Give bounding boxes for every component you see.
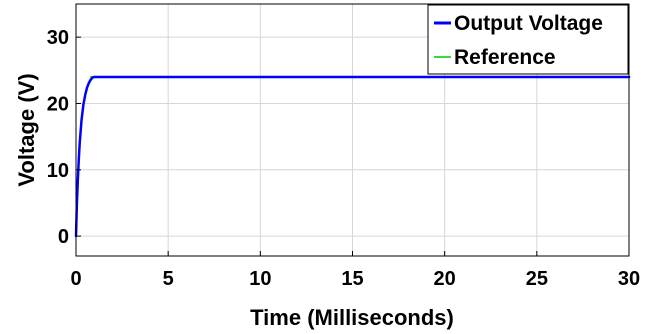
legend-label-reference: Reference — [454, 46, 556, 69]
x-tick-label: 10 — [249, 268, 271, 290]
legend-label-output-voltage: Output Voltage — [454, 12, 603, 35]
tick-marks — [75, 36, 630, 256]
tick-labels: 0 5 10 15 20 25 30 0 10 20 30 — [47, 27, 640, 290]
y-tick-label: 20 — [47, 93, 69, 115]
legend: Output Voltage Reference — [427, 4, 629, 75]
x-tick-label: 0 — [70, 268, 81, 290]
x-tick-label: 5 — [163, 268, 174, 290]
x-tick-label: 30 — [618, 268, 640, 290]
x-tick-label: 25 — [526, 268, 548, 290]
x-tick-label: 15 — [341, 268, 363, 290]
series-line-output-voltage — [74, 75, 631, 238]
x-tick-label: 20 — [434, 268, 456, 290]
series-layer — [74, 75, 631, 238]
y-tick-label: 10 — [47, 160, 69, 182]
x-axis-label: Time (Milliseconds) — [250, 305, 454, 330]
y-tick-label: 0 — [58, 226, 69, 248]
y-axis-label: Voltage (V) — [14, 73, 39, 186]
legend-box — [427, 4, 629, 75]
y-tick-label: 30 — [47, 27, 69, 49]
